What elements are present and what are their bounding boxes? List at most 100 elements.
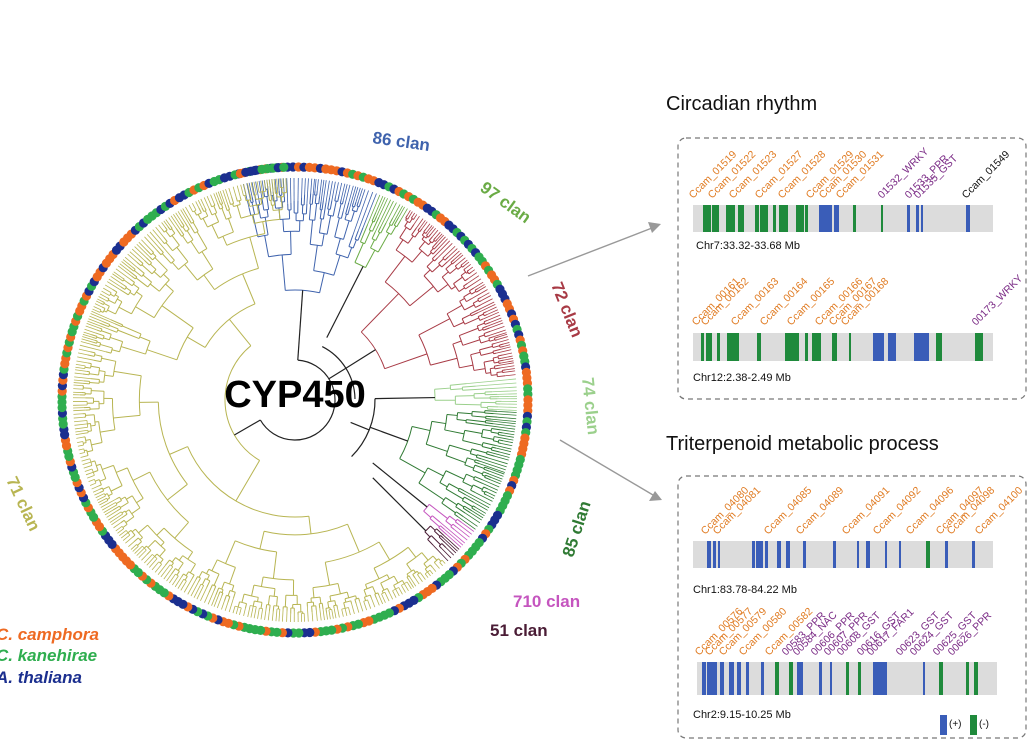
- gene-block: [785, 333, 799, 361]
- tree-branch: [131, 528, 136, 533]
- tree-branch: [116, 496, 120, 500]
- tree-branch: [161, 222, 166, 228]
- tree-branch: [267, 610, 270, 621]
- tree-branch: [82, 461, 92, 465]
- tree-branch: [182, 208, 189, 219]
- tree-branch: [94, 479, 100, 482]
- tree-branch: [494, 367, 501, 370]
- tree-arc: [239, 601, 247, 605]
- tree-branch: [90, 351, 96, 354]
- tree-branch: [75, 429, 88, 433]
- tree-branch: [320, 179, 325, 202]
- tree-branch: [424, 573, 429, 578]
- tree-branch: [321, 200, 324, 210]
- chr-label-chr1: Chr1:83.78-84.22 Mb: [693, 584, 797, 596]
- tree-branch: [328, 609, 331, 620]
- tree-branch: [92, 489, 100, 493]
- tree-branch: [156, 249, 162, 256]
- tree-branch: [403, 583, 409, 591]
- tree-branch: [484, 335, 489, 338]
- tree-arc: [445, 515, 450, 522]
- tree-branch: [74, 423, 88, 426]
- tree-branch: [357, 227, 364, 241]
- tree-arc: [253, 194, 257, 196]
- tree-branch: [480, 301, 495, 310]
- gene-block: [966, 662, 969, 695]
- tree-arc: [176, 327, 194, 360]
- tree-branch: [203, 197, 210, 209]
- tree-branch: [275, 608, 278, 622]
- tree-branch: [476, 289, 481, 293]
- tree-branch: [493, 413, 517, 416]
- tree-branch: [445, 263, 453, 270]
- gene-block: [923, 662, 925, 695]
- tree-branch: [239, 607, 242, 616]
- tree-arc: [243, 593, 259, 598]
- tree-arc: [481, 442, 484, 447]
- tree-branch: [432, 544, 449, 562]
- tree-arc: [456, 412, 459, 420]
- tree-branch: [465, 264, 471, 269]
- tree-arc: [492, 436, 495, 441]
- tree-branch: [218, 200, 222, 205]
- tree-branch: [82, 333, 93, 338]
- tree-arc: [344, 595, 356, 600]
- tree-branch: [109, 513, 123, 523]
- tree-branch: [322, 608, 325, 621]
- tree-branch: [80, 341, 92, 345]
- gene-block: [737, 662, 741, 695]
- tree-branch: [367, 194, 381, 225]
- gene-block: [819, 662, 822, 695]
- tree-branch: [82, 382, 90, 385]
- tree-branch: [251, 585, 255, 597]
- tree-branch: [466, 473, 475, 479]
- panel-title-triterpenoid: Triterpenoid metabolic process: [666, 433, 939, 455]
- tree-branch: [462, 507, 471, 513]
- tree-branch: [259, 531, 265, 550]
- tree-branch: [374, 199, 392, 233]
- tree-branch: [331, 609, 334, 619]
- tree-branch: [373, 216, 378, 223]
- tree-branch: [438, 545, 442, 549]
- tree-arc: [364, 594, 371, 598]
- tree-branch: [95, 493, 105, 499]
- tree-arc: [178, 261, 189, 270]
- tree-branch: [286, 178, 289, 204]
- tree-arc: [462, 474, 467, 483]
- tree-arc: [450, 523, 454, 528]
- tree-branch: [481, 295, 492, 302]
- tree-branch: [446, 534, 462, 548]
- tree-branch: [493, 423, 516, 427]
- tree-arc: [250, 605, 257, 608]
- tree-branch: [482, 325, 488, 329]
- tree-arc: [109, 292, 112, 296]
- tree-arc: [354, 262, 366, 269]
- tree-branch: [113, 271, 123, 279]
- tree-branch: [450, 259, 455, 263]
- tree-branch: [163, 220, 169, 227]
- tree-branch: [109, 324, 119, 330]
- tree-branch: [321, 233, 325, 247]
- tree-branch: [129, 251, 139, 260]
- tree-branch: [407, 235, 414, 244]
- tree-branch: [100, 429, 115, 433]
- tree-branch: [414, 214, 418, 219]
- tree-branch: [493, 408, 517, 411]
- tree-branch: [439, 562, 443, 567]
- tree-branch: [491, 343, 495, 345]
- tree-branch: [189, 563, 196, 574]
- tree-arc: [229, 590, 236, 593]
- tree-branch: [347, 209, 350, 215]
- tree-branch: [444, 528, 464, 546]
- gene-blocks-chr7: [703, 205, 970, 232]
- tree-branch: [76, 360, 89, 364]
- tree-branch: [112, 289, 118, 293]
- tree-branch: [150, 249, 154, 253]
- tree-branch: [83, 442, 87, 444]
- tree-branch: [175, 228, 183, 237]
- tree-branch: [123, 284, 127, 288]
- gene-block: [707, 541, 711, 568]
- tree-branch: [136, 291, 143, 297]
- tree-branch: [186, 230, 194, 241]
- tree-arc: [418, 334, 431, 366]
